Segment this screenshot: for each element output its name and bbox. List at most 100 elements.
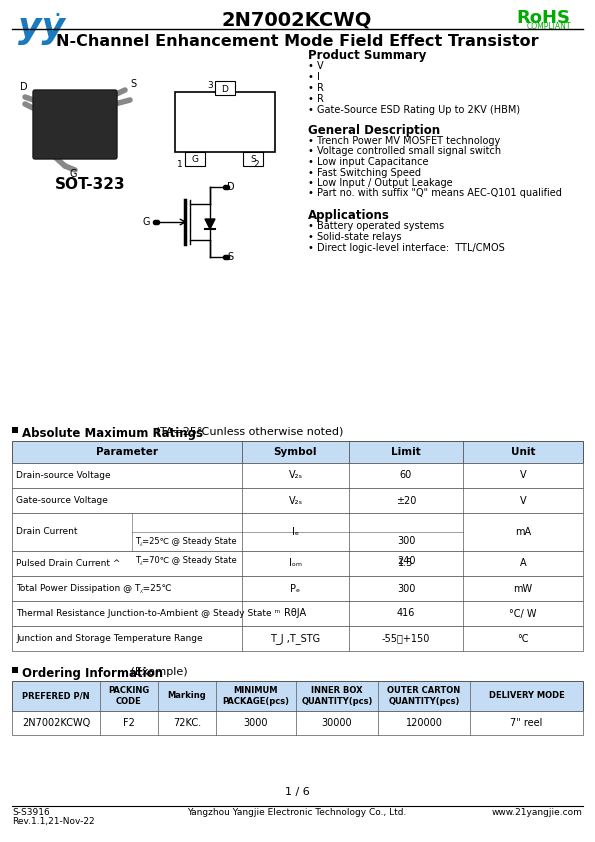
Text: (Example): (Example) [127, 667, 187, 677]
Text: PREFERED P/N: PREFERED P/N [22, 691, 90, 701]
Text: • Solid-state relays: • Solid-state relays [308, 232, 402, 242]
Text: 7" reel: 7" reel [511, 718, 543, 728]
Text: • R: • R [308, 94, 324, 104]
Text: °C/ W: °C/ W [509, 609, 537, 619]
Text: • I: • I [308, 72, 320, 82]
Bar [12, 576, 583, 601]
Text: N-Channel Enhancement Mode Field Effect Transistor: N-Channel Enhancement Mode Field Effect … [56, 34, 538, 49]
Text: °C: °C [517, 633, 529, 643]
FancyBboxPatch shape [33, 90, 117, 159]
Text: • Gate-Source ESD Rating Up to 2KV (HBM): • Gate-Source ESD Rating Up to 2KV (HBM) [308, 105, 520, 115]
Text: Junction and Storage Temperature Range: Junction and Storage Temperature Range [16, 634, 203, 643]
Text: 2: 2 [253, 160, 259, 169]
Text: S: S [227, 252, 233, 262]
Text: DELIVERY MODE: DELIVERY MODE [488, 691, 565, 701]
Bar [175, 92, 275, 152]
Text: yy: yy [18, 11, 65, 45]
Text: G: G [142, 217, 150, 227]
Text: T⁁=70℃ @ Steady State: T⁁=70℃ @ Steady State [135, 556, 237, 565]
Text: Rev.1.1,21-Nov-22: Rev.1.1,21-Nov-22 [12, 817, 95, 826]
Text: Iₒₘ: Iₒₘ [289, 558, 302, 568]
Text: RθJA: RθJA [284, 609, 306, 619]
Bar [12, 551, 583, 576]
Bar [12, 667, 18, 673]
Text: 3000: 3000 [244, 718, 268, 728]
Bar [243, 152, 263, 166]
Bar [12, 427, 18, 433]
Text: Pulsed Drain Current ^: Pulsed Drain Current ^ [16, 559, 120, 568]
Text: D: D [221, 85, 228, 94]
Text: -55～+150: -55～+150 [382, 633, 430, 643]
Text: G: G [192, 154, 199, 163]
Text: 30000: 30000 [322, 718, 352, 728]
Text: 1.5: 1.5 [398, 558, 414, 568]
Text: 1: 1 [177, 160, 183, 169]
Text: RoHS: RoHS [516, 9, 570, 27]
Text: INNER BOX
QUANTITY(pcs): INNER BOX QUANTITY(pcs) [301, 686, 372, 706]
Text: V: V [519, 495, 527, 505]
Text: Drain Current: Drain Current [16, 527, 77, 536]
Text: S-S3916: S-S3916 [12, 808, 50, 817]
Text: Total Power Dissipation @ T⁁=25℃: Total Power Dissipation @ T⁁=25℃ [16, 584, 171, 593]
Text: 300: 300 [397, 584, 415, 594]
Bar [185, 152, 205, 166]
Text: ·: · [53, 4, 61, 28]
Text: SOT-323: SOT-323 [55, 177, 126, 192]
Text: Marking: Marking [168, 691, 206, 701]
Text: 1 / 6: 1 / 6 [284, 787, 309, 797]
Text: 240: 240 [397, 556, 415, 566]
Text: Iₑ: Iₑ [292, 527, 299, 537]
Text: (TA=25℃unless otherwise noted): (TA=25℃unless otherwise noted) [152, 427, 343, 437]
Text: General Description: General Description [308, 124, 440, 137]
Text: Thermal Resistance Junction-to-Ambient @ Steady State ᵐ: Thermal Resistance Junction-to-Ambient @… [16, 609, 280, 618]
Text: Gate-source Voltage: Gate-source Voltage [16, 496, 108, 505]
Text: G: G [70, 169, 77, 179]
Text: D: D [227, 182, 234, 192]
Text: S: S [130, 79, 136, 89]
Text: S: S [250, 154, 256, 163]
Text: Drain-source Voltage: Drain-source Voltage [16, 471, 111, 480]
Text: mA: mA [515, 527, 531, 537]
Text: • V: • V [308, 61, 324, 71]
Text: • R: • R [308, 83, 324, 93]
Text: 60: 60 [400, 471, 412, 481]
Text: COMPLIANT: COMPLIANT [527, 22, 571, 31]
Bar [12, 681, 583, 711]
Bar [12, 601, 583, 626]
Text: Product Summary: Product Summary [308, 49, 427, 62]
Text: Unit: Unit [511, 447, 536, 457]
Text: Ordering Information: Ordering Information [22, 667, 163, 680]
Text: • Battery operated systems: • Battery operated systems [308, 221, 444, 231]
Bar [215, 81, 235, 95]
Bar [12, 626, 583, 651]
Text: 3: 3 [207, 81, 213, 90]
Text: 300: 300 [397, 536, 415, 546]
Text: • Voltage controlled small signal switch: • Voltage controlled small signal switch [308, 147, 501, 157]
Text: MINIMUM
PACKAGE(pcs): MINIMUM PACKAGE(pcs) [223, 686, 290, 706]
Text: Symbol: Symbol [274, 447, 317, 457]
Text: ±20: ±20 [396, 495, 416, 505]
Text: T_J ,T_STG: T_J ,T_STG [271, 633, 321, 644]
Text: OUTER CARTON
QUANTITY(pcs): OUTER CARTON QUANTITY(pcs) [387, 686, 461, 706]
Text: 120000: 120000 [406, 718, 443, 728]
Text: • Direct logic-level interface:  TTL/CMOS: • Direct logic-level interface: TTL/CMOS [308, 243, 505, 253]
Text: V: V [519, 471, 527, 481]
Text: V₂ₛ: V₂ₛ [289, 495, 303, 505]
Text: A: A [519, 558, 527, 568]
Text: T⁁=25℃ @ Steady State: T⁁=25℃ @ Steady State [135, 537, 237, 546]
Bar [12, 513, 583, 551]
Text: V₂ₛ: V₂ₛ [289, 471, 303, 481]
Text: mW: mW [513, 584, 533, 594]
Text: 416: 416 [397, 609, 415, 619]
Bar [12, 463, 583, 488]
Bar [12, 711, 583, 735]
Text: 2N7002KCWQ: 2N7002KCWQ [222, 10, 372, 29]
Text: Parameter: Parameter [96, 447, 158, 457]
Text: F2: F2 [123, 718, 135, 728]
Text: 2N7002KCWQ: 2N7002KCWQ [22, 718, 90, 728]
Text: Pₑ: Pₑ [290, 584, 300, 594]
Text: Absolute Maximum Ratings: Absolute Maximum Ratings [22, 427, 203, 440]
Text: PACKING
CODE: PACKING CODE [108, 686, 149, 706]
Text: Yangzhou Yangjie Electronic Technology Co., Ltd.: Yangzhou Yangjie Electronic Technology C… [187, 808, 407, 817]
Text: Limit: Limit [391, 447, 421, 457]
